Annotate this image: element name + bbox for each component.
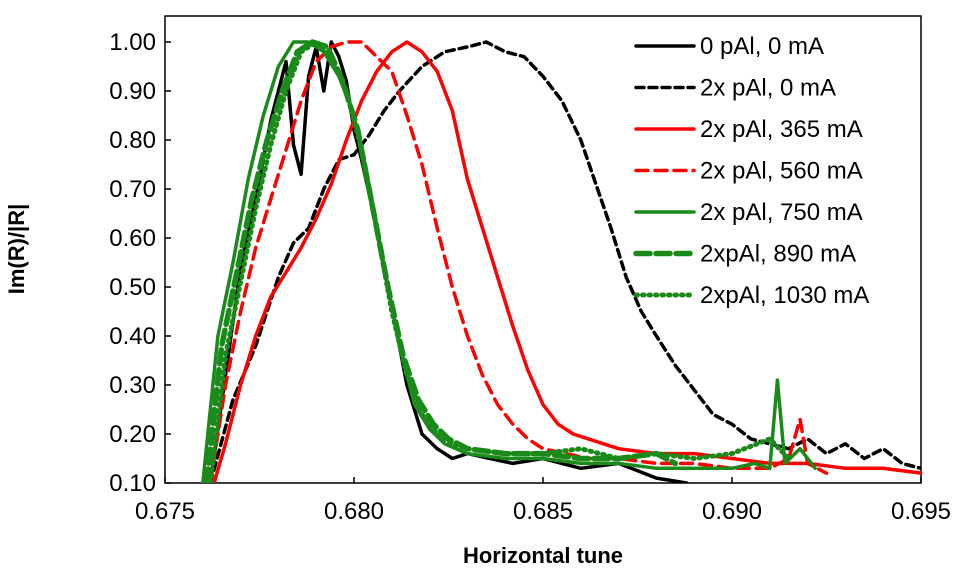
y-tick-label: 0.80 [109, 127, 156, 154]
legend-label: 2xpAl, 890 mA [700, 241, 856, 268]
x-axis-title: Horizontal tune [463, 543, 623, 568]
y-tick-label: 0.50 [109, 274, 156, 301]
y-tick-label: 0.60 [109, 225, 156, 252]
y-tick-label: 0.20 [109, 421, 156, 448]
y-axis-title: Im(R)/|R| [4, 204, 29, 295]
y-axis: 0.10 0.20 0.30 0.40 0.50 0.60 0.70 0.80 0.90 1.00 [109, 29, 171, 497]
y-tick-label: 0.30 [109, 372, 156, 399]
legend-label: 2x pAl, 750 mA [700, 199, 863, 226]
legend-label: 2x pAl, 365 mA [700, 116, 863, 143]
series-line-2x-pal-560-ma [208, 40, 829, 483]
x-tick-label: 0.690 [702, 498, 762, 525]
x-tick-label: 0.675 [135, 498, 195, 525]
legend: 0 pAl, 0 mA 2x pAl, 0 mA 2x pAl, 365 mA 2x … [633, 33, 869, 309]
x-tick-label: 0.685 [513, 498, 573, 525]
series-line-2x-pal-0-ma [208, 40, 921, 483]
x-axis: 0.675 0.680 0.685 0.690 0.695 [135, 477, 951, 525]
y-tick-label: 0.40 [109, 323, 156, 350]
legend-label: 0 pAl, 0 mA [700, 33, 824, 60]
x-tick-label: 0.695 [891, 498, 951, 525]
series-line-2xpal-1030-ma [207, 39, 792, 483]
series-layer [201, 39, 921, 483]
x-tick-label: 0.680 [324, 498, 384, 525]
y-tick-label: 0.90 [109, 78, 156, 105]
y-tick-label: 0.10 [109, 470, 156, 497]
legend-label: 2x pAl, 0 mA [700, 75, 836, 102]
legend-label: 2x pAl, 560 mA [700, 158, 863, 185]
y-tick-label: 1.00 [109, 29, 156, 56]
series-line-2x-pal-750-ma [201, 40, 817, 483]
y-tick-label: 0.70 [109, 176, 156, 203]
series-line-2x-pal-365-ma [212, 40, 921, 483]
legend-label: 2xpAl, 1030 mA [700, 282, 869, 309]
